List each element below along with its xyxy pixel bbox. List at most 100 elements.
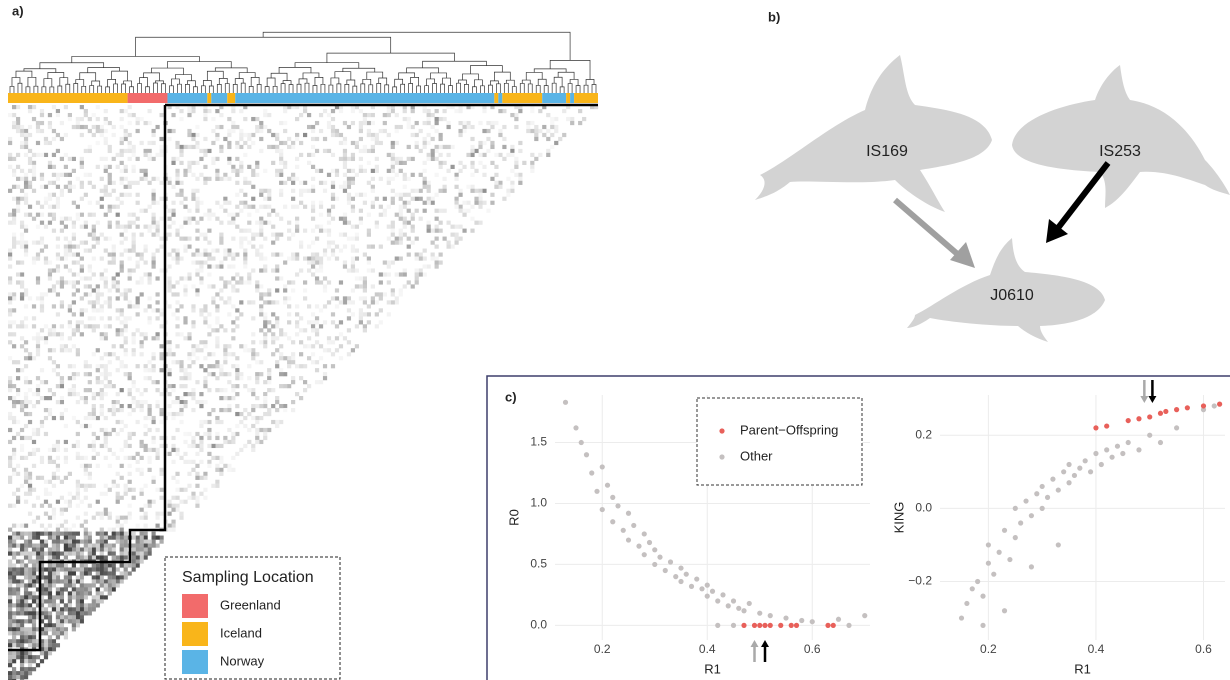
heat-cell [32, 217, 36, 221]
heat-cell [439, 133, 443, 137]
heat-cell [239, 344, 243, 348]
heat-cell [52, 448, 56, 452]
heat-cell [56, 619, 60, 623]
heat-cell [120, 388, 124, 392]
heat-cell [76, 456, 80, 460]
heat-cell [96, 540, 100, 544]
heat-cell [435, 225, 439, 229]
heat-cell [44, 643, 48, 647]
heat-cell [140, 472, 144, 476]
heat-cell [263, 268, 267, 272]
heat-cell [28, 663, 32, 667]
heat-cell [315, 268, 319, 272]
heat-cell [295, 304, 299, 308]
heat-cell [215, 133, 219, 137]
heat-cell [454, 225, 458, 229]
heat-cell [211, 456, 215, 460]
heat-cell [187, 245, 191, 249]
heat-cell [72, 328, 76, 332]
heat-cell [231, 328, 235, 332]
heat-cell [546, 149, 550, 153]
heat-cell [359, 129, 363, 133]
heat-cell [247, 229, 251, 233]
heat-cell [251, 268, 255, 272]
heat-cell [462, 229, 466, 233]
heat-cell [359, 209, 363, 213]
heat-cell [84, 149, 88, 153]
heat-cell [108, 324, 112, 328]
heat-cell [24, 396, 28, 400]
heat-cell [80, 619, 84, 623]
heat-cell [104, 280, 108, 284]
point [1023, 498, 1028, 503]
heat-cell [235, 288, 239, 292]
heat-cell [156, 276, 160, 280]
dendrogram-link [217, 84, 221, 93]
dendrogram-link [313, 85, 317, 93]
heat-cell [255, 209, 259, 213]
heat-cell [454, 177, 458, 181]
heat-cell [339, 320, 343, 324]
point [964, 601, 969, 606]
heat-cell [24, 133, 28, 137]
heat-cell [120, 161, 124, 165]
heat-cell [307, 384, 311, 388]
heat-cell [68, 551, 72, 555]
heat-cell [144, 432, 148, 436]
heat-cell [156, 380, 160, 384]
heat-cell [144, 512, 148, 516]
heat-cell [331, 340, 335, 344]
heat-cell [383, 292, 387, 296]
heat-cell [112, 280, 116, 284]
heat-cell [171, 157, 175, 161]
heat-cell [223, 249, 227, 253]
heat-cell [24, 340, 28, 344]
heat-cell [24, 141, 28, 145]
heat-cell [32, 551, 36, 555]
heat-cell [239, 165, 243, 169]
heat-cell [52, 213, 56, 217]
heat-cell [263, 109, 267, 113]
heat-cell [167, 137, 171, 141]
heat-cell [215, 328, 219, 332]
heat-cell [96, 308, 100, 312]
heat-cell [116, 400, 120, 404]
heat-cell [223, 256, 227, 260]
heat-cell [48, 536, 52, 540]
point [1136, 416, 1141, 421]
heat-cell [20, 643, 24, 647]
heat-cell [88, 548, 92, 552]
heat-cell [28, 579, 32, 583]
heat-cell [88, 444, 92, 448]
dendrogram-link [82, 86, 86, 93]
heat-cell [227, 133, 231, 137]
heat-cell [343, 173, 347, 177]
heat-cell [243, 193, 247, 197]
heat-cell [8, 356, 12, 360]
heat-cell [311, 205, 315, 209]
heat-cell [16, 241, 20, 245]
heat-cell [391, 197, 395, 201]
heat-cell [227, 157, 231, 161]
x-axis-label: R1 [704, 661, 721, 676]
heat-cell [76, 492, 80, 496]
heat-cell [24, 412, 28, 416]
heat-cell [104, 284, 108, 288]
heat-cell [84, 109, 88, 113]
heat-cell [20, 667, 24, 671]
heat-cell [355, 145, 359, 149]
heat-cell [92, 256, 96, 260]
point [600, 464, 605, 469]
heat-cell [64, 153, 68, 157]
heat-cell [92, 440, 96, 444]
heat-cell [255, 380, 259, 384]
heat-cell [319, 129, 323, 133]
heat-cell [24, 348, 28, 352]
heat-cell [399, 292, 403, 296]
heat-cell [462, 213, 466, 217]
heat-cell [167, 344, 171, 348]
heat-cell [403, 109, 407, 113]
heat-cell [44, 647, 48, 651]
heat-cell [148, 360, 152, 364]
heat-cell [319, 229, 323, 233]
